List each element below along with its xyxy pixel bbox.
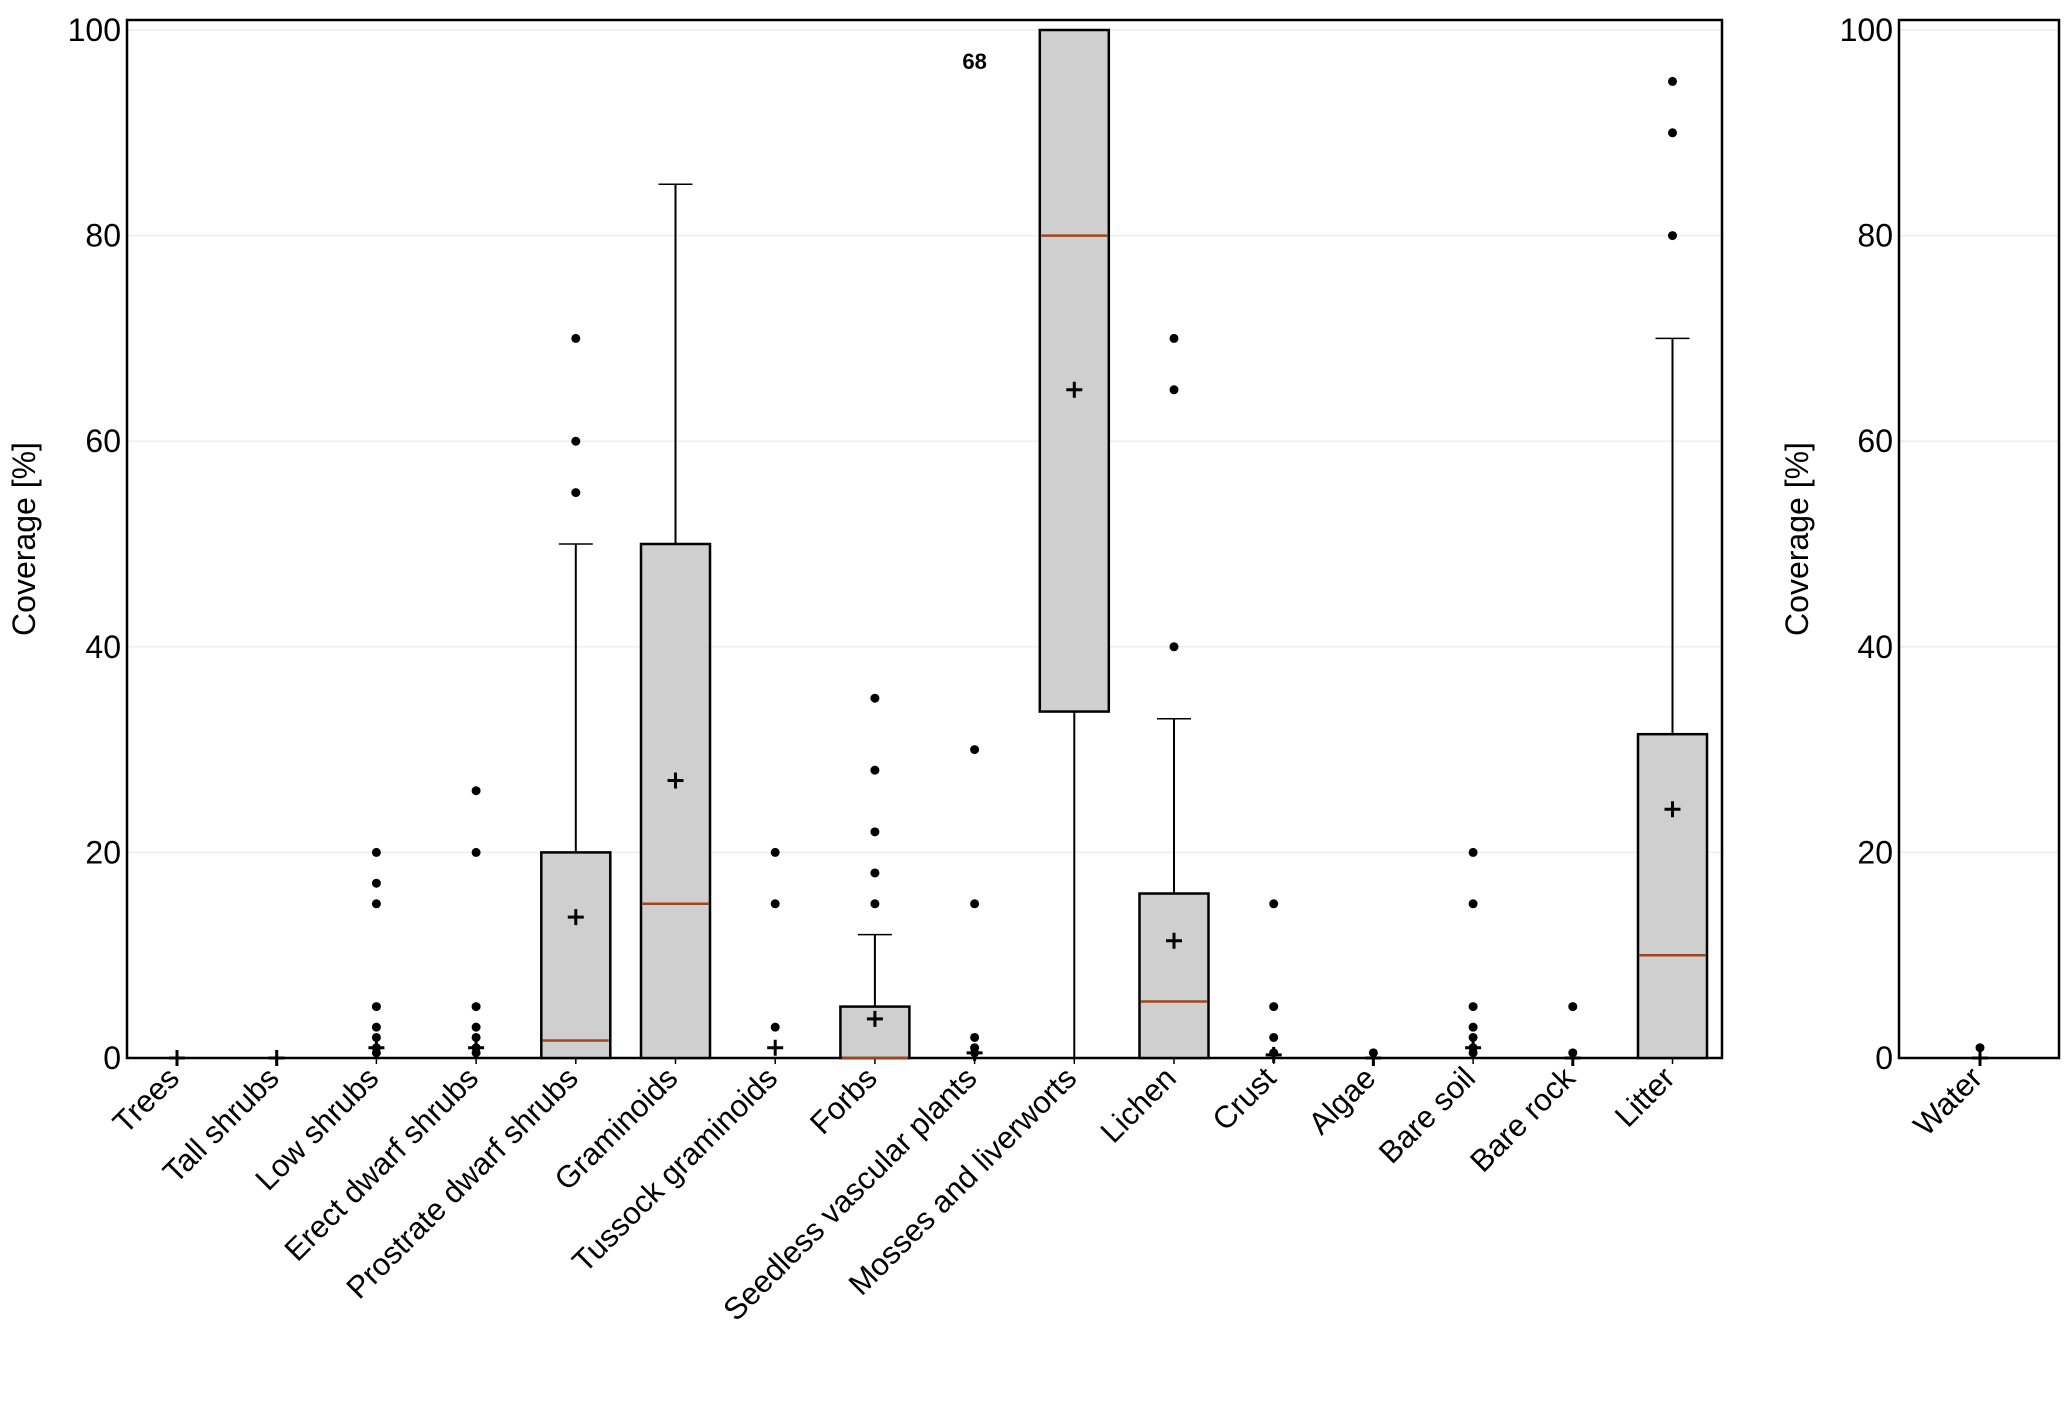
outlier-point — [471, 1022, 481, 1032]
y-tick-label: 40 — [1857, 629, 1893, 665]
outlier-point — [471, 847, 481, 857]
outlier-point — [1468, 899, 1478, 909]
y-tick-label: 40 — [85, 629, 121, 665]
outlier-point — [1468, 1032, 1478, 1042]
outlier-point — [1568, 1002, 1578, 1012]
y-axis-label: Coverage [%] — [1779, 442, 1815, 636]
outlier-point — [870, 899, 880, 909]
mean-marker — [1365, 1050, 1382, 1066]
outlier-point — [1668, 231, 1677, 241]
y-tick-label: 20 — [1857, 834, 1893, 870]
outlier-point — [970, 745, 980, 755]
box-erect-dwarf-shrubs: Erect dwarf shrubs — [278, 786, 511, 1268]
outlier-point — [1468, 1002, 1478, 1012]
outlier-point — [1468, 1022, 1478, 1032]
outlier-point — [770, 847, 780, 857]
x-tick-label: Litter — [1608, 1060, 1681, 1133]
panel-2: 0 20 40 60 80 100 Coverage [%] Water — [1779, 12, 2061, 1143]
x-tick-label: Water — [1907, 1060, 1989, 1142]
mean-marker — [268, 1050, 285, 1066]
y-tick-label: 100 — [68, 12, 121, 48]
outlier-point — [471, 786, 481, 796]
outlier-point — [471, 1002, 481, 1012]
outlier-point — [870, 827, 880, 837]
outlier-point — [371, 878, 381, 888]
outlier-point — [870, 693, 880, 703]
mean-marker — [966, 1044, 983, 1061]
outlier-point — [1169, 642, 1179, 652]
y-tick-label: 60 — [1857, 423, 1893, 459]
outlier-point — [371, 847, 381, 857]
outlier-point — [1468, 847, 1478, 857]
outlier-point — [970, 899, 980, 909]
box-iqr — [639, 542, 712, 1060]
outlier-point — [1169, 333, 1179, 343]
mean-marker — [1265, 1046, 1282, 1063]
outlier-point — [571, 488, 581, 498]
box-crust: Crust — [1206, 899, 1309, 1137]
outlier-point — [1269, 1032, 1279, 1042]
box-iqr — [1138, 892, 1210, 1060]
box-bare-soil: Bare soil — [1372, 847, 1508, 1170]
mean-marker — [567, 909, 584, 926]
x-tick-label: Erect dwarf shrubs — [278, 1060, 485, 1267]
outlier-point — [1269, 1002, 1279, 1012]
outlier-point — [371, 1022, 381, 1032]
x-tick-label: Crust — [1206, 1060, 1283, 1137]
y-tick-label: 0 — [103, 1040, 121, 1076]
plot-frame — [1897, 18, 2061, 1060]
x-tick-label: Lichen — [1094, 1060, 1183, 1149]
y-tick-label: 20 — [85, 834, 121, 870]
y-tick-label: 80 — [85, 218, 121, 254]
outlier-point — [1269, 899, 1279, 909]
box-iqr — [540, 851, 612, 1060]
mean-marker — [1972, 1050, 1988, 1066]
outlier-point — [1975, 1043, 1985, 1053]
mean-marker — [169, 1050, 185, 1066]
x-tick-label: Bare rock — [1463, 1060, 1582, 1179]
annotation-label: 68 — [962, 49, 986, 74]
box-mosses-and-liverworts: Mosses and liverworts — [842, 28, 1111, 1302]
mean-marker — [1465, 1039, 1482, 1056]
x-tick-label: Forbs — [803, 1060, 884, 1141]
outlier-point — [870, 868, 880, 878]
mean-marker — [1066, 381, 1083, 398]
outlier-point — [471, 1032, 481, 1042]
box-iqr — [1636, 732, 1709, 1060]
outlier-point — [571, 436, 581, 446]
mean-marker — [368, 1039, 385, 1056]
box-lichen: Lichen — [1094, 333, 1210, 1150]
y-tick-label: 60 — [85, 423, 121, 459]
outlier-point — [770, 1022, 780, 1032]
mean-marker — [667, 772, 684, 789]
y-tick-label: 0 — [1875, 1040, 1893, 1076]
box-forbs: Forbs — [803, 693, 911, 1141]
mean-marker — [1664, 801, 1681, 818]
mean-marker — [767, 1039, 784, 1056]
plot-frame — [125, 18, 1724, 1060]
mean-marker — [1166, 932, 1182, 949]
box-iqr — [1038, 28, 1111, 713]
mean-marker — [468, 1039, 485, 1056]
outlier-point — [770, 899, 780, 909]
outlier-point — [1668, 128, 1677, 138]
y-tick-label: 80 — [1857, 218, 1893, 254]
y-axis-label: Coverage [%] — [6, 442, 42, 636]
outlier-point — [1169, 385, 1179, 395]
mean-marker — [866, 1010, 883, 1027]
outlier-point — [1668, 76, 1677, 86]
outlier-point — [970, 1032, 980, 1042]
y-tick-label: 100 — [1840, 12, 1893, 48]
outlier-point — [371, 1032, 381, 1042]
box-bare-rock: Bare rock — [1463, 1002, 1608, 1179]
outlier-point — [371, 1002, 381, 1012]
x-tick-label: Algae — [1302, 1060, 1383, 1141]
outlier-point — [371, 899, 381, 909]
outlier-point — [571, 333, 581, 343]
mean-marker — [1564, 1050, 1581, 1066]
outlier-point — [870, 765, 880, 775]
